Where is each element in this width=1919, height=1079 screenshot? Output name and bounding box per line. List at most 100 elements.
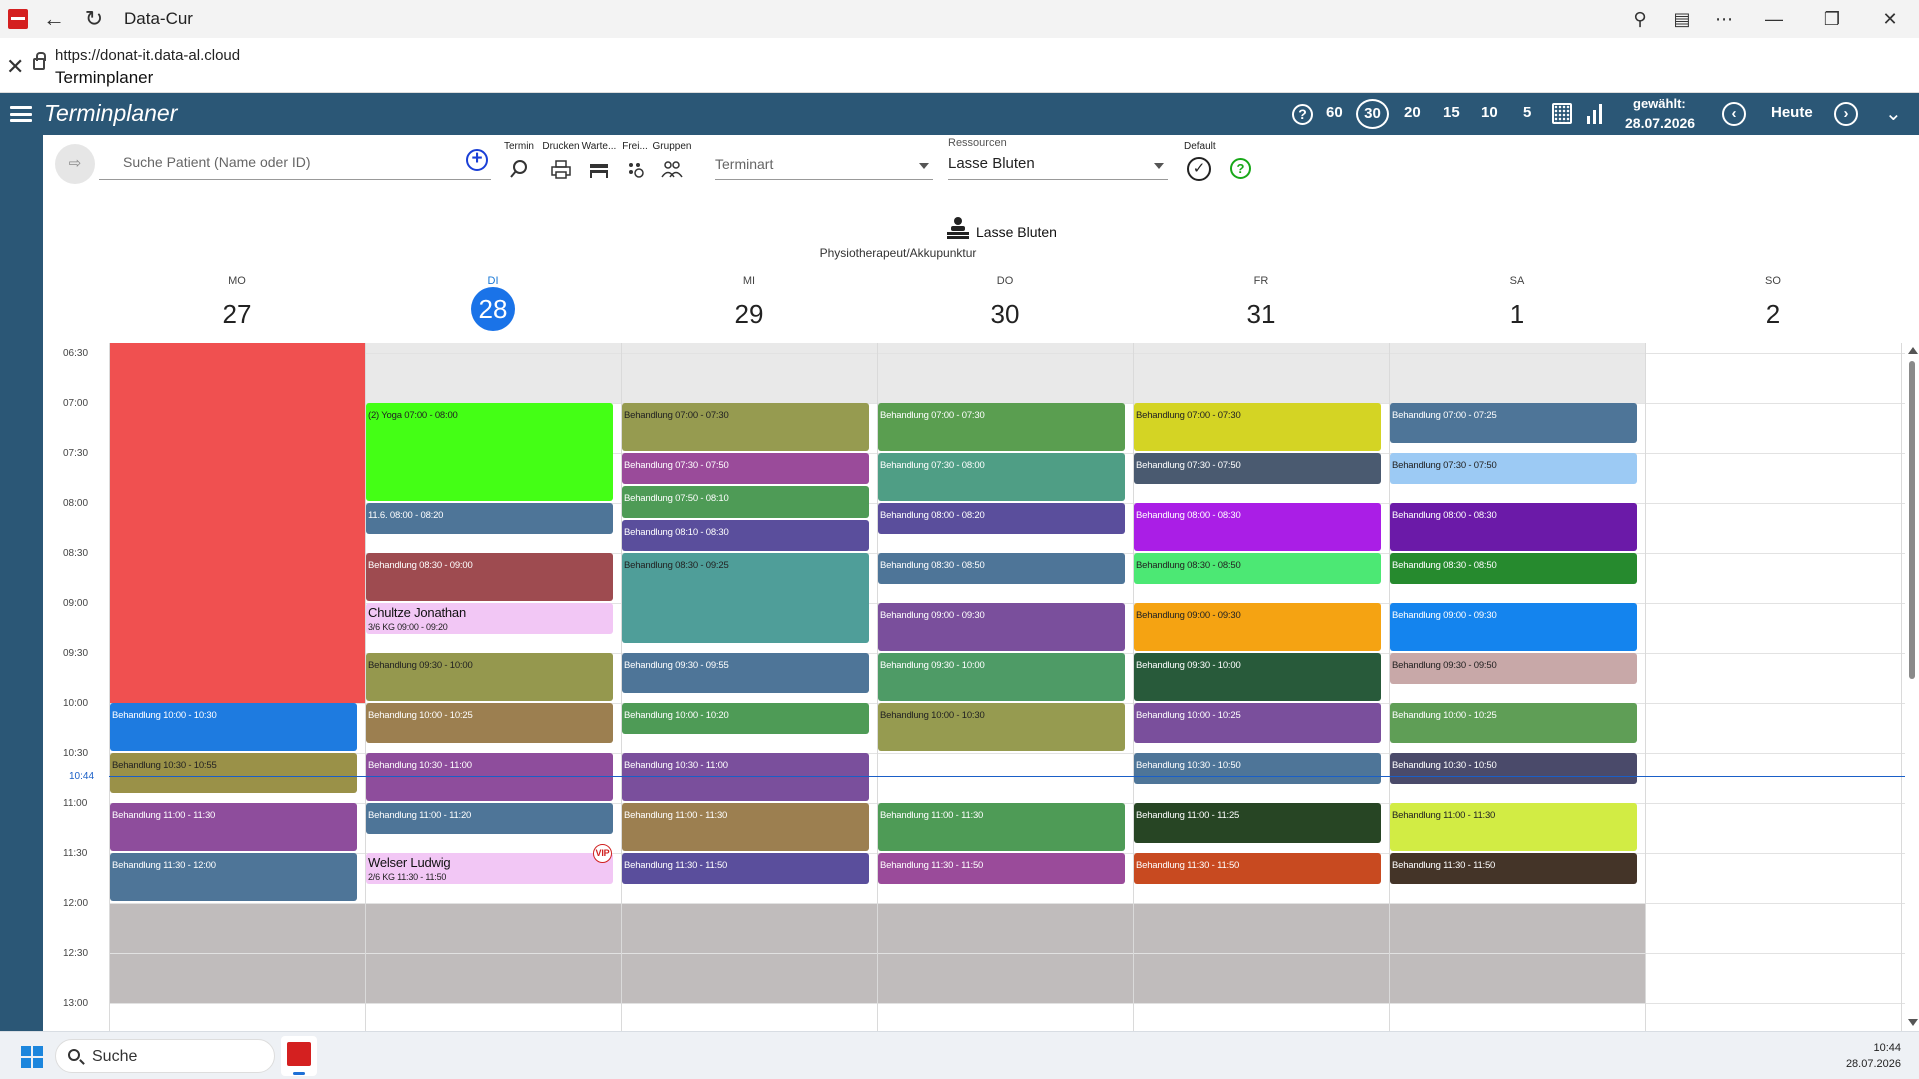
zoom-60[interactable]: 60 [1326, 104, 1343, 121]
appointment-block[interactable]: Behandlung 08:00 - 08:30 [1390, 503, 1637, 551]
appointment-block[interactable]: Behandlung 09:00 - 09:30 [1390, 603, 1637, 651]
windows-start-icon[interactable] [21, 1046, 43, 1068]
appointment-block[interactable]: Behandlung 09:30 - 09:50 [1390, 653, 1637, 685]
appointment-block[interactable]: Behandlung 11:00 - 11:30 [878, 803, 1125, 851]
appointment-block[interactable]: Behandlung 08:30 - 08:50 [1390, 553, 1637, 585]
zoom-15[interactable]: 15 [1443, 104, 1460, 121]
restore-icon[interactable]: ❐ [1823, 8, 1841, 29]
appointment-block[interactable]: Behandlung 09:00 - 09:30 [878, 603, 1125, 651]
appointment-block[interactable]: Behandlung 10:30 - 10:55 [110, 753, 357, 793]
close-icon[interactable]: ✕ [6, 54, 25, 79]
tool-warteliste[interactable]: Warte... [579, 141, 619, 180]
appointment-block[interactable]: Behandlung 07:30 - 07:50 [622, 453, 869, 485]
calendar-grid-icon[interactable] [1552, 103, 1572, 124]
appointment-block[interactable]: Behandlung 07:00 - 07:30 [878, 403, 1125, 451]
appointment-block[interactable]: Behandlung 11:00 - 11:30 [1390, 803, 1637, 851]
appointment-block[interactable]: Behandlung 11:00 - 11:25 [1134, 803, 1381, 843]
appointment-block[interactable]: Behandlung 09:00 - 09:30 [1134, 603, 1381, 651]
appointment-block[interactable]: 11.6. 08:00 - 08:20 [366, 503, 613, 535]
more-icon[interactable]: ⋯ [1715, 8, 1733, 29]
appointment-block[interactable]: Behandlung 07:00 - 07:30 [622, 403, 869, 451]
scroll-down-icon[interactable] [1908, 1019, 1918, 1026]
help-icon[interactable]: ? [1230, 158, 1251, 179]
resource-select[interactable]: Lasse Bluten [948, 153, 1168, 180]
scroll-thumb[interactable] [1909, 361, 1915, 679]
appointment-block[interactable]: Behandlung 07:30 - 07:50 [1390, 453, 1637, 485]
appointment-block[interactable]: Behandlung 07:30 - 08:00 [878, 453, 1125, 501]
back-arrow-icon[interactable]: ← [43, 6, 65, 31]
appointment-block[interactable]: Behandlung 11:30 - 11:50 [878, 853, 1125, 885]
help-icon[interactable]: ? [1292, 104, 1313, 125]
appointment-block[interactable]: Behandlung 08:30 - 08:50 [1134, 553, 1381, 585]
appointment-block[interactable]: Behandlung 11:00 - 11:20 [366, 803, 613, 835]
appointment-block[interactable]: Behandlung 09:30 - 10:00 [1134, 653, 1381, 701]
next-week-icon[interactable]: › [1834, 102, 1858, 126]
zoom-10[interactable]: 10 [1481, 104, 1498, 121]
appointment-block[interactable]: Behandlung 08:10 - 08:30 [622, 519, 869, 551]
appointment-block[interactable]: Behandlung 07:50 - 08:10 [622, 486, 869, 518]
calendar-scrollbar[interactable] [1905, 343, 1919, 1031]
zoom-30-selected[interactable]: 30 [1356, 99, 1389, 129]
patient-search-input[interactable] [99, 145, 491, 180]
minimize-icon[interactable]: — [1765, 8, 1783, 29]
zoom-20[interactable]: 20 [1404, 104, 1421, 121]
appointment-block[interactable]: Behandlung 09:30 - 10:00 [366, 653, 613, 701]
day-header[interactable]: FR 31 [1133, 275, 1389, 336]
tool-gruppen[interactable]: Gruppen [652, 141, 692, 180]
day-header[interactable]: MO 27 [109, 275, 365, 336]
appointment-block[interactable]: (2) Yoga 07:00 - 08:00 [366, 403, 613, 501]
appointment-block[interactable]: Behandlung 07:00 - 07:30 [1134, 403, 1381, 451]
collapse-panel-icon[interactable]: ⇨ [55, 144, 95, 184]
appointment-block[interactable]: Behandlung 10:30 - 10:50 [1390, 753, 1637, 785]
patient-appointment[interactable]: Chultze Jonathan 3/6 KG 09:00 - 09:20 [366, 603, 613, 635]
calendar-grid[interactable]: 06:30 07:00 07:30 08:00 08:30 09:00 09:30 10:00… [43, 343, 1905, 1031]
appointment-block[interactable]: Behandlung 10:00 - 10:30 [110, 703, 357, 751]
appointment-block[interactable]: Behandlung 10:00 - 10:25 [366, 703, 613, 743]
appointment-block[interactable]: Behandlung 10:00 - 10:20 [622, 703, 869, 735]
blocked-time-range[interactable] [109, 343, 365, 703]
appointment-block[interactable]: Behandlung 08:00 - 08:30 [1134, 503, 1381, 551]
appointment-block[interactable]: Behandlung 10:00 - 10:25 [1390, 703, 1637, 743]
check-circle-icon[interactable]: ✓ [1187, 157, 1211, 181]
url-text[interactable]: https://donat-it.data-al.cloud [55, 47, 241, 64]
appointment-block[interactable]: Behandlung 07:00 - 07:25 [1390, 403, 1637, 443]
close-window-icon[interactable]: ✕ [1882, 8, 1898, 29]
add-patient-icon[interactable]: + [466, 149, 488, 171]
appointment-block[interactable]: Behandlung 10:30 - 10:50 [1134, 753, 1381, 785]
taskbar-search[interactable]: Suche [55, 1039, 275, 1073]
appointment-block[interactable]: Behandlung 11:00 - 11:30 [622, 803, 869, 851]
day-header[interactable]: DO 30 [877, 275, 1133, 336]
appointment-block[interactable]: Behandlung 10:00 - 10:25 [1134, 703, 1381, 743]
day-header[interactable]: MI 29 [621, 275, 877, 336]
appointment-block[interactable]: Behandlung 08:00 - 08:20 [878, 503, 1125, 535]
day-header[interactable]: DI 28 [365, 275, 621, 331]
appointment-block[interactable]: Behandlung 11:30 - 11:50 [1134, 853, 1381, 885]
taskbar-app-data-cur[interactable] [281, 1036, 317, 1076]
tool-freie-termine[interactable]: Frei... [615, 141, 655, 180]
stats-icon[interactable] [1587, 104, 1603, 124]
zoom-search-icon[interactable]: ⚲ [1633, 8, 1647, 29]
appointment-block[interactable]: Behandlung 07:30 - 07:50 [1134, 453, 1381, 485]
reload-icon[interactable]: ↻ [84, 6, 104, 31]
chevron-down-icon[interactable]: ⌄ [1885, 103, 1902, 125]
today-button[interactable]: Heute [1771, 104, 1813, 121]
appointment-block[interactable]: Behandlung 08:30 - 08:50 [878, 553, 1125, 585]
system-clock[interactable]: 10:44 28.07.2026 [1846, 1040, 1901, 1072]
appointment-block[interactable]: Behandlung 11:30 - 11:50 [1390, 853, 1637, 885]
appointment-block[interactable]: Behandlung 09:30 - 09:55 [622, 653, 869, 693]
tool-drucken[interactable]: Drucken [541, 141, 581, 180]
day-header[interactable]: SA 1 [1389, 275, 1645, 336]
appointment-block[interactable]: Behandlung 11:00 - 11:30 [110, 803, 357, 851]
day-header[interactable]: SO 2 [1645, 275, 1901, 336]
prev-week-icon[interactable]: ‹ [1722, 102, 1746, 126]
menu-icon[interactable] [10, 106, 32, 122]
reader-icon[interactable]: ▤ [1673, 8, 1691, 29]
appointment-block[interactable]: Behandlung 11:30 - 12:00 [110, 853, 357, 901]
appointment-block[interactable]: Behandlung 08:30 - 09:00 [366, 553, 613, 601]
patient-appointment[interactable]: Welser Ludwig 2/6 KG 11:30 - 11:50 VIP [366, 844, 613, 885]
scroll-up-icon[interactable] [1908, 347, 1918, 354]
appointment-block[interactable]: Behandlung 08:30 - 09:25 [622, 553, 869, 643]
zoom-5[interactable]: 5 [1523, 104, 1532, 121]
appointment-block[interactable]: Behandlung 11:30 - 11:50 [622, 853, 869, 885]
appointment-block[interactable]: Behandlung 10:00 - 10:30 [878, 703, 1125, 751]
